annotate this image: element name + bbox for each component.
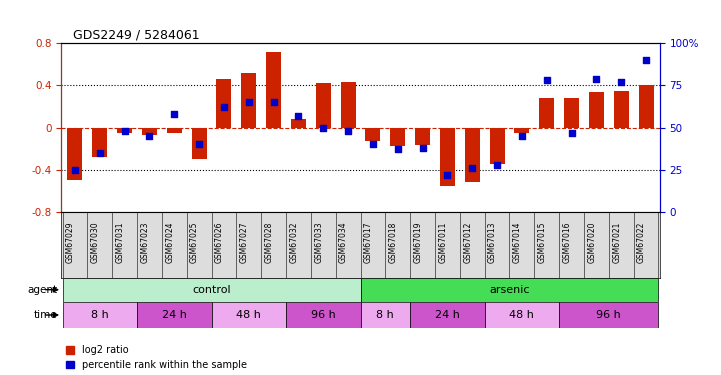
Text: time: time — [34, 310, 58, 320]
Text: GSM67026: GSM67026 — [215, 222, 224, 263]
Bar — [167, 128, 182, 133]
Point — [417, 145, 428, 151]
Bar — [515, 128, 529, 133]
Point — [516, 133, 528, 139]
Bar — [410, 302, 485, 328]
Point — [243, 99, 255, 105]
Text: GSM67033: GSM67033 — [314, 222, 323, 263]
Text: GSM67013: GSM67013 — [488, 222, 497, 263]
Point — [640, 57, 652, 63]
Point — [342, 128, 354, 134]
Point — [491, 162, 503, 168]
Point — [143, 133, 155, 139]
Text: 8 h: 8 h — [376, 310, 394, 320]
Point — [616, 79, 627, 85]
Text: GSM67011: GSM67011 — [438, 222, 448, 263]
Text: 48 h: 48 h — [236, 310, 261, 320]
Bar — [216, 79, 231, 128]
Bar — [286, 302, 360, 328]
Text: GSM67020: GSM67020 — [588, 222, 596, 263]
Bar — [266, 52, 281, 128]
Point — [466, 165, 478, 171]
Point — [317, 124, 329, 130]
Bar — [316, 83, 331, 128]
Text: GSM67027: GSM67027 — [240, 222, 249, 263]
Text: GSM67034: GSM67034 — [339, 222, 348, 263]
Point — [541, 77, 552, 83]
Bar — [117, 128, 132, 133]
Bar — [614, 91, 629, 128]
Bar — [415, 128, 430, 146]
Point — [94, 150, 105, 156]
Bar — [539, 98, 554, 128]
Text: GSM67018: GSM67018 — [389, 222, 398, 263]
Bar — [92, 128, 107, 157]
Text: GSM67025: GSM67025 — [190, 222, 199, 263]
Text: control: control — [193, 285, 231, 295]
Text: GSM67019: GSM67019 — [414, 222, 423, 263]
Bar — [440, 128, 455, 186]
Bar — [192, 128, 206, 159]
Bar — [340, 82, 355, 128]
Text: GSM67029: GSM67029 — [66, 222, 75, 263]
Bar — [291, 119, 306, 128]
Bar — [485, 302, 559, 328]
Text: 24 h: 24 h — [162, 310, 187, 320]
Point — [367, 141, 379, 147]
Text: GSM67022: GSM67022 — [637, 222, 646, 263]
Text: GSM67032: GSM67032 — [289, 222, 298, 263]
Point — [169, 111, 180, 117]
Point — [119, 128, 131, 134]
Text: GSM67024: GSM67024 — [165, 222, 174, 263]
Bar — [63, 278, 360, 302]
Bar — [137, 302, 211, 328]
Text: GSM67023: GSM67023 — [141, 222, 149, 263]
Text: GSM67012: GSM67012 — [463, 222, 472, 263]
Text: 8 h: 8 h — [91, 310, 109, 320]
Text: 48 h: 48 h — [510, 310, 534, 320]
Bar — [360, 302, 410, 328]
Text: GSM67015: GSM67015 — [538, 222, 547, 263]
Bar — [68, 128, 82, 180]
Bar — [465, 128, 479, 182]
Text: arsenic: arsenic — [490, 285, 530, 295]
Text: GSM67028: GSM67028 — [265, 222, 273, 263]
Bar — [211, 302, 286, 328]
Bar — [390, 128, 405, 147]
Text: GSM67017: GSM67017 — [364, 222, 373, 263]
Bar — [142, 128, 157, 135]
Text: GSM67030: GSM67030 — [91, 222, 99, 263]
Point — [193, 141, 205, 147]
Bar — [242, 73, 256, 128]
Text: GSM67014: GSM67014 — [513, 222, 522, 263]
Bar — [360, 278, 658, 302]
Text: 24 h: 24 h — [435, 310, 460, 320]
Text: agent: agent — [27, 285, 58, 295]
Bar — [639, 86, 653, 128]
Point — [566, 130, 578, 136]
Point — [218, 104, 230, 110]
Point — [267, 99, 279, 105]
Bar — [559, 302, 658, 328]
Text: GDS2249 / 5284061: GDS2249 / 5284061 — [74, 29, 200, 42]
Bar — [589, 92, 604, 128]
Bar — [490, 128, 505, 164]
Bar — [63, 302, 137, 328]
Bar — [366, 128, 381, 141]
Point — [293, 112, 304, 118]
Text: 96 h: 96 h — [596, 310, 622, 320]
Text: GSM67021: GSM67021 — [612, 222, 622, 263]
Text: 96 h: 96 h — [311, 310, 336, 320]
Point — [392, 146, 404, 152]
Bar — [564, 98, 579, 128]
Point — [590, 76, 602, 82]
Text: GSM67031: GSM67031 — [115, 222, 125, 263]
Point — [442, 172, 454, 178]
Point — [69, 166, 81, 172]
Legend: log2 ratio, percentile rank within the sample: log2 ratio, percentile rank within the s… — [66, 345, 247, 370]
Text: GSM67016: GSM67016 — [562, 222, 572, 263]
